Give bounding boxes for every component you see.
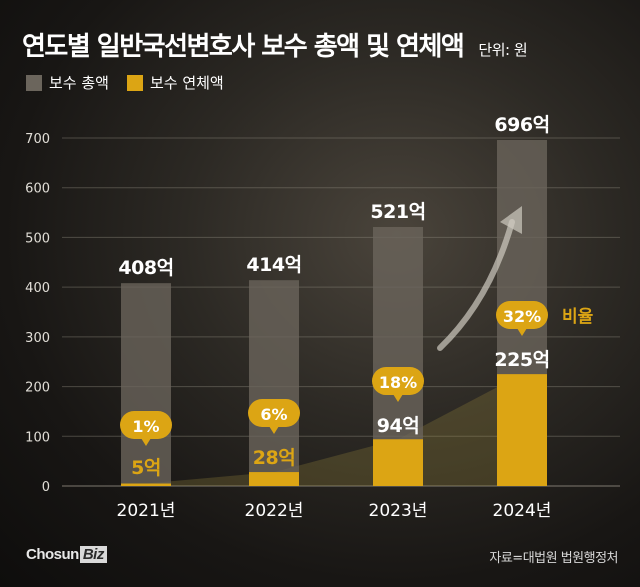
total-value-label: 521억 <box>370 201 425 223</box>
x-category-label: 2021년 <box>117 501 176 521</box>
ratio-label: 6% <box>260 405 287 424</box>
ratio-label: 32% <box>503 307 541 326</box>
y-tick-label: 400 <box>25 281 50 296</box>
ratio-label: 1% <box>132 417 159 436</box>
trend-arrow-line <box>437 219 515 351</box>
y-tick-label: 600 <box>25 182 50 197</box>
unit-label: 단위: 원 <box>478 41 528 59</box>
bar-overdue <box>121 483 171 486</box>
ratio-bubble <box>248 399 300 427</box>
total-value-label: 414억 <box>246 254 301 276</box>
y-tick-label: 0 <box>42 480 50 495</box>
trend-arrow-head <box>500 206 522 234</box>
title-row: 연도별 일반국선변호사 보수 총액 및 연체액 단위: 원 <box>22 26 528 63</box>
logo-badge: Biz <box>79 546 107 563</box>
ratio-bubble <box>120 411 172 439</box>
ratio-bubble-pointer <box>141 438 151 446</box>
ratio-bubble-pointer <box>517 328 527 336</box>
ratio-label: 18% <box>379 373 417 392</box>
ratio-bubble-pointer <box>393 394 403 402</box>
overdue-value-label: 5억 <box>131 457 161 479</box>
overdue-value-label: 28억 <box>253 447 295 469</box>
legend-swatch-overdue <box>126 74 143 91</box>
y-tick-label: 700 <box>25 132 50 147</box>
legend-item-overdue: 보수 연체액 <box>126 72 224 93</box>
chosunbiz-logo: Chosun Biz <box>26 546 107 563</box>
legend-swatch-total <box>26 74 42 91</box>
total-value-label: 696억 <box>494 114 549 136</box>
y-tick-label: 100 <box>25 430 50 445</box>
x-category-label: 2023년 <box>369 501 428 521</box>
total-value-label: 408억 <box>118 257 173 279</box>
x-category-label: 2022년 <box>245 501 304 521</box>
y-tick-label: 500 <box>25 231 50 246</box>
ratio-legend-label: 비율 <box>562 307 594 327</box>
legend-item-total: 보수 총액 <box>26 72 109 93</box>
y-tick-label: 200 <box>25 381 50 396</box>
legend-label-total: 보수 총액 <box>49 74 109 92</box>
x-category-label: 2024년 <box>493 501 552 521</box>
y-tick-label: 300 <box>25 331 50 346</box>
overdue-value-label: 225억 <box>494 349 549 371</box>
bar-overdue <box>249 472 299 486</box>
logo-text: Chosun <box>26 546 79 563</box>
source-note: 자료=대법원 법원행정처 <box>489 551 618 566</box>
trend-area <box>146 374 522 486</box>
ratio-bubble <box>372 367 424 395</box>
overdue-value-label: 94억 <box>377 415 419 437</box>
bar-overdue <box>497 374 547 486</box>
ratio-bubble-pointer <box>269 426 279 434</box>
ratio-bubble <box>496 301 548 329</box>
bar-total <box>121 283 171 486</box>
chart-title: 연도별 일반국선변호사 보수 총액 및 연체액 <box>22 32 465 62</box>
bar-total <box>249 280 299 486</box>
legend-label-overdue: 보수 연체액 <box>149 74 224 92</box>
bar-overdue <box>373 439 423 486</box>
legend: 보수 총액 보수 연체액 <box>26 72 242 93</box>
